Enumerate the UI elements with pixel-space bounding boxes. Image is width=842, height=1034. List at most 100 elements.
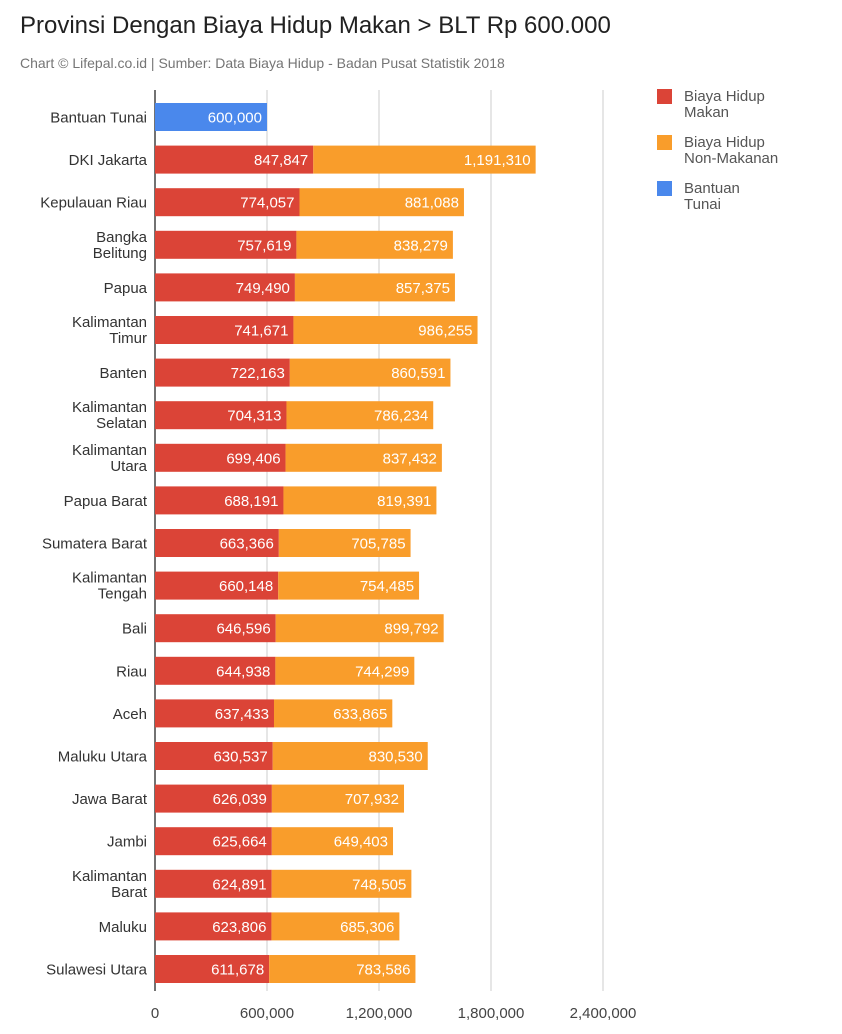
bar-data-label: 819,391: [377, 493, 431, 510]
bar-nonmakan: [289, 358, 451, 387]
chart-subtitle: Chart © Lifepal.co.id | Sumber: Data Bia…: [20, 55, 505, 71]
bar-data-label: 649,403: [334, 834, 388, 851]
bar-makan: [155, 955, 270, 983]
category-label: Aceh: [113, 706, 147, 723]
bar-makan: [155, 529, 279, 557]
legend-swatch: [657, 89, 672, 104]
category-label: Riau: [116, 663, 147, 680]
bar-data-label: 786,234: [374, 408, 428, 425]
legend-swatch: [657, 135, 672, 150]
bar-data-label: 783,586: [356, 962, 410, 979]
bar-data-label: 749,490: [236, 280, 290, 297]
bar-makan: [155, 656, 276, 685]
bar-data-label: 624,891: [212, 876, 266, 893]
bar-makan: [155, 827, 272, 856]
bar-data-label: 630,537: [213, 749, 267, 766]
legend-label: Bantuan Tunai: [684, 180, 740, 213]
bar-nonmakan: [293, 316, 478, 344]
bar-nonmakan: [299, 188, 464, 217]
bar-data-label: 881,088: [405, 195, 459, 212]
category-label: Bangka Belitung: [93, 229, 148, 262]
bar-nonmakan: [313, 145, 536, 174]
bar-data-label: 830,530: [368, 749, 422, 766]
bar-makan: [155, 912, 272, 941]
chart-title: Provinsi Dengan Biaya Hidup Makan > BLT …: [20, 12, 611, 39]
bar-nonmakan: [271, 784, 405, 813]
bar-makan: [155, 699, 274, 728]
bar-nonmakan: [272, 742, 428, 770]
bar-data-label: 754,485: [360, 578, 414, 595]
bar-nonmakan: [271, 869, 412, 898]
bar-nonmakan: [296, 230, 453, 259]
x-tick-label: 0: [151, 1005, 159, 1022]
bar-nonmakan: [294, 273, 455, 302]
bar-data-label: 623,806: [212, 919, 266, 936]
bar-data-label: 611,678: [211, 962, 264, 979]
bar-data-label: 633,865: [333, 706, 387, 723]
category-label: Maluku Utara: [58, 749, 148, 766]
bar-makan: [155, 401, 287, 430]
bar-makan: [155, 869, 272, 898]
bar-nonmakan: [275, 614, 444, 643]
category-label: Kalimantan Selatan: [72, 399, 147, 432]
bar-data-label: 748,505: [352, 876, 406, 893]
bar-makan: [155, 486, 284, 515]
bar-data-label: 847,847: [254, 152, 308, 169]
data-labels: 600,000 847,847 1,191,310 774,057 881,088 757…: [208, 110, 531, 979]
bar-data-label: 625,664: [213, 834, 267, 851]
category-label: Bali: [122, 621, 147, 638]
bar-makan: [155, 571, 279, 600]
bar-nonmakan: [269, 955, 416, 983]
bar-data-label: 857,375: [396, 280, 450, 297]
legend-label: Biaya Hidup Makan: [684, 88, 765, 121]
bar-data-label: 600,000: [208, 110, 262, 127]
bar-data-label: 744,299: [355, 663, 409, 680]
category-label: Banten: [99, 365, 147, 382]
bar-data-label: 705,785: [351, 536, 405, 553]
category-label: Sumatera Barat: [42, 536, 148, 553]
bar-nonmakan: [285, 443, 442, 472]
bar-data-label: 899,792: [384, 621, 438, 638]
category-label: Bantuan Tunai: [50, 110, 147, 127]
bar-data-label: 685,306: [340, 919, 394, 936]
bar-data-label: 704,313: [227, 408, 281, 425]
bar-makan: [155, 742, 273, 770]
category-label: DKI Jakarta: [69, 152, 148, 169]
category-labels: Bantuan Tunai DKI Jakarta Kepulauan Riau Ba…: [40, 110, 148, 979]
legend: Biaya Hidup Makan Biaya Hidup Non-Makanan Ba…: [657, 88, 778, 213]
bar-data-label: 757,619: [237, 237, 291, 254]
bar-data-label: 637,433: [215, 706, 269, 723]
bar-makan: [155, 273, 295, 302]
bar-nonmakan: [278, 571, 420, 600]
bar-data-label: 741,671: [234, 323, 288, 340]
bar-bantuan: [155, 103, 267, 131]
bar-makan: [155, 784, 272, 813]
bars: [155, 103, 536, 983]
bar-nonmakan: [275, 656, 415, 685]
bar-data-label: 699,406: [226, 450, 280, 467]
category-label: Kalimantan Barat: [72, 868, 148, 901]
x-tick-label: 1,800,000: [458, 1005, 525, 1022]
bar-data-label: 837,432: [383, 450, 437, 467]
bar-makan: [155, 358, 290, 387]
bar-nonmakan: [271, 912, 400, 941]
bar-data-label: 986,255: [418, 323, 472, 340]
bar-makan: [155, 145, 314, 174]
x-tick-label: 600,000: [240, 1005, 294, 1022]
legend-swatch: [657, 181, 672, 196]
bar-makan: [155, 443, 286, 472]
bar-nonmakan: [278, 529, 411, 557]
bar-data-label: 646,596: [216, 621, 270, 638]
category-label: Papua Barat: [64, 493, 148, 510]
bar-makan: [155, 614, 276, 643]
category-label: Jawa Barat: [72, 791, 148, 808]
category-label: Kalimantan Utara: [72, 442, 148, 475]
bar-data-label: 774,057: [240, 195, 294, 212]
x-axis-ticks: 0 600,000 1,200,000 1,800,000 2,400,000: [151, 1005, 637, 1022]
bar-nonmakan: [271, 827, 394, 856]
category-label: Kalimantan Tengah: [72, 570, 147, 603]
bar-data-label: 838,279: [394, 237, 448, 254]
bar-data-label: 663,366: [220, 536, 274, 553]
bar-data-label: 1,191,310: [464, 152, 531, 169]
